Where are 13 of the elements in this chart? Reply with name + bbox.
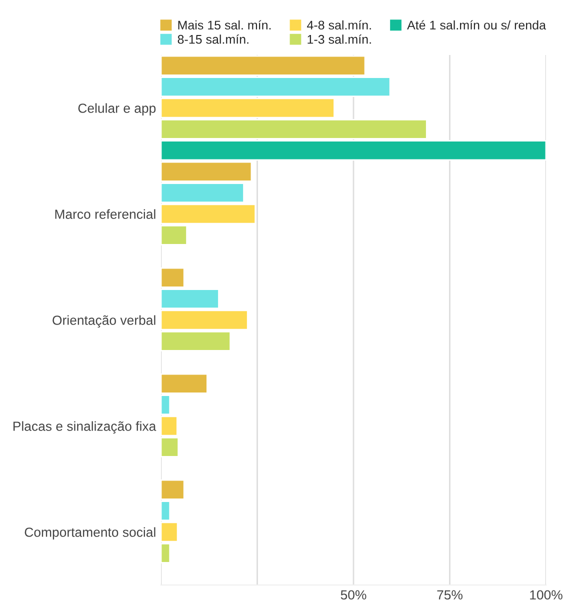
legend-label: 4-8 sal.mín. bbox=[307, 20, 371, 30]
legend-label: Mais 15 sal. mín. bbox=[178, 20, 271, 30]
y-tick-label: Comportamento social bbox=[24, 527, 156, 540]
y-tick-label: Marco referencial bbox=[55, 209, 156, 219]
legend-label: 1-3 sal.mín. bbox=[308, 34, 371, 44]
y-tick-label: Placas e sinalização fixa bbox=[13, 421, 156, 434]
legend-label: Até 1 sal.mín ou s/ renda bbox=[407, 20, 546, 30]
y-tick-label: Celular e app bbox=[78, 103, 156, 116]
legend-label: 8-15 sal.mín. bbox=[178, 34, 248, 44]
x-tick-label: 100% bbox=[530, 590, 562, 600]
y-tick-label: Orientação verbal bbox=[52, 315, 156, 328]
x-tick-label: 75% bbox=[437, 590, 462, 600]
x-tick-label: 50% bbox=[340, 590, 366, 600]
